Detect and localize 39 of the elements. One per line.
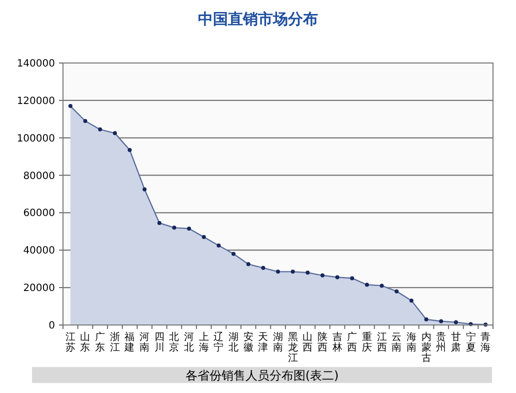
x-tick-label: 上海 (198, 331, 209, 354)
x-tick-label: 福建 (124, 331, 135, 354)
x-tick-label: 湖南 (273, 331, 283, 354)
x-tick-label: 陕西 (317, 331, 328, 354)
x-tick-label: 重庆 (362, 331, 372, 354)
text: 各省份销售人员分布图(表二) (185, 368, 339, 382)
y-tick-label: 20000 (23, 283, 55, 294)
x-tick-label: 青海 (480, 331, 491, 354)
x-tick-label: 贵州 (436, 331, 446, 354)
x-tick-label: 吉林 (331, 331, 342, 354)
x-tick-label: 甘肃 (450, 331, 461, 354)
y-tick-label: 80000 (23, 170, 55, 182)
y-tick-label: 60000 (23, 208, 55, 220)
x-tick-label: 宁夏 (466, 331, 476, 354)
x-tick-label: 云南 (392, 332, 402, 354)
x-tick-label: 辽宁 (214, 331, 224, 354)
x-tick-label: 海南 (406, 331, 416, 354)
y-tick-label: 0 (48, 320, 55, 332)
x-tick-label: 江西 (376, 331, 387, 354)
x-tick-label: 内蒙古 (421, 331, 432, 364)
chart-title: 中国直销市场分布 (198, 10, 318, 28)
x-tick-label: 安徽 (243, 331, 254, 354)
x-tick-label: 浙江 (110, 331, 120, 354)
x-tick-label: 天津 (258, 332, 268, 354)
x-tick-label: 广西 (347, 331, 358, 354)
y-tick-label: 100000 (16, 133, 55, 144)
x-tick-label: 河北 (184, 331, 194, 354)
x-tick-label: 山东 (80, 331, 90, 354)
x-tick-label: 广东 (95, 331, 106, 354)
x-tick-label: 黑龙江 (288, 332, 298, 364)
y-tick-label: 40000 (23, 246, 55, 257)
x-tick-label: 四川 (154, 332, 164, 354)
x-tick-label: 湖北 (228, 331, 239, 354)
x-tick-label: 北京 (169, 331, 180, 354)
x-tick-label: 江苏 (65, 331, 76, 354)
x-tick-label: 山西 (302, 331, 313, 354)
y-tick-label: 140000 (16, 58, 55, 70)
x-tick-label: 河南 (140, 331, 150, 354)
y-tick-label: 120000 (16, 96, 55, 107)
